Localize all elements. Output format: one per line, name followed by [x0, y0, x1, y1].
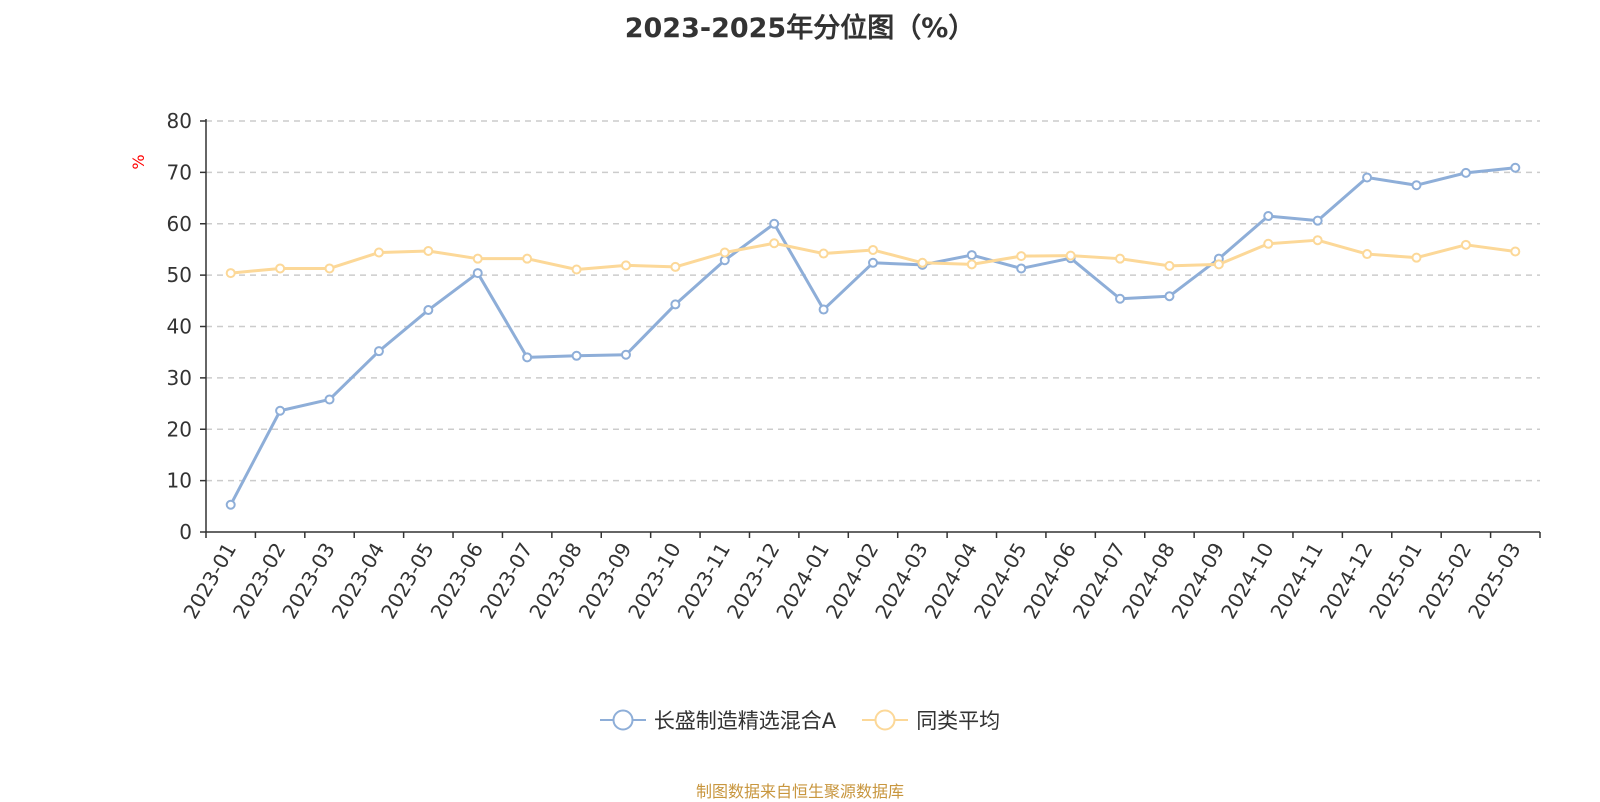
y-tick-label: 10 [167, 469, 192, 493]
data-point-0[interactable] [620, 349, 631, 360]
data-point-0[interactable] [571, 350, 582, 361]
data-point-0[interactable] [1362, 172, 1373, 183]
data-point-1[interactable] [818, 248, 829, 259]
gridlines [206, 120, 1540, 482]
y-tick-label: 30 [167, 366, 192, 390]
legend-item-fund[interactable]: 长盛制造精选混合A [599, 705, 837, 735]
data-point-0[interactable] [966, 250, 977, 261]
data-point-1[interactable] [1510, 246, 1521, 257]
chart-title: 2023-2025年分位图（%） [624, 13, 976, 44]
data-point-1[interactable] [769, 238, 780, 249]
data-point-1[interactable] [522, 253, 533, 264]
data-point-1[interactable] [719, 247, 730, 258]
legend: 长盛制造精选混合A 同类平均 [0, 705, 1600, 735]
data-point-1[interactable] [966, 259, 977, 270]
y-tick-label: 70 [167, 160, 192, 184]
data-point-0[interactable] [1312, 215, 1323, 226]
data-point-0[interactable] [522, 352, 533, 363]
data-point-0[interactable] [1115, 293, 1126, 304]
data-point-1[interactable] [1065, 250, 1076, 261]
series-lines [229, 166, 1516, 506]
data-point-0[interactable] [818, 304, 829, 315]
data-point-0[interactable] [275, 405, 286, 416]
legend-label-fund: 长盛制造精选混合A [653, 709, 837, 733]
y-tick-label: 0 [179, 520, 192, 544]
y-tick-label: 80 [167, 109, 192, 133]
data-point-0[interactable] [225, 499, 236, 510]
y-tick-label: 20 [167, 417, 192, 441]
data-point-1[interactable] [1016, 251, 1027, 262]
legend-marker-icon [599, 709, 646, 731]
data-point-0[interactable] [324, 394, 335, 405]
data-point-1[interactable] [275, 263, 286, 274]
source-note: 制图数据来自恒生聚源数据库 [695, 782, 904, 801]
data-point-0[interactable] [1460, 167, 1471, 178]
legend-label-average: 同类平均 [916, 709, 1001, 733]
data-point-0[interactable] [373, 346, 384, 357]
data-point-1[interactable] [1411, 252, 1422, 263]
data-point-1[interactable] [1312, 235, 1323, 246]
data-point-1[interactable] [917, 257, 928, 268]
data-point-1[interactable] [1263, 238, 1274, 249]
data-point-0[interactable] [868, 257, 878, 268]
data-point-1[interactable] [620, 260, 631, 271]
data-point-1[interactable] [571, 264, 582, 275]
x-axis: 2023-012023-022023-032023-042023-052023-… [178, 532, 1541, 623]
legend-marker-icon [862, 709, 909, 731]
data-point-0[interactable] [1411, 180, 1422, 191]
data-point-0[interactable] [1164, 291, 1175, 302]
data-point-1[interactable] [1164, 260, 1175, 271]
data-point-1[interactable] [1362, 249, 1373, 260]
data-point-1[interactable] [423, 245, 434, 256]
series-points [225, 162, 1521, 510]
y-tick-label: 40 [167, 315, 192, 339]
series-line-0 [229, 166, 1516, 506]
y-axis: 0 10 20 30 40 50 60 70 80 [167, 109, 206, 544]
data-point-0[interactable] [1510, 162, 1521, 173]
y-tick-label: 60 [167, 212, 192, 236]
data-point-1[interactable] [1213, 259, 1224, 270]
data-point-0[interactable] [1263, 211, 1274, 222]
data-point-0[interactable] [769, 218, 780, 229]
data-point-1[interactable] [472, 253, 483, 264]
legend-item-average[interactable]: 同类平均 [862, 705, 1000, 735]
data-point-0[interactable] [423, 305, 434, 316]
data-point-0[interactable] [472, 268, 483, 279]
y-axis-label: % [129, 154, 148, 169]
data-point-1[interactable] [868, 244, 878, 255]
data-point-0[interactable] [1016, 263, 1027, 274]
data-point-1[interactable] [670, 261, 681, 272]
data-point-1[interactable] [324, 263, 335, 274]
data-point-1[interactable] [1115, 253, 1126, 264]
data-point-0[interactable] [670, 299, 681, 310]
data-point-1[interactable] [225, 268, 236, 279]
data-point-1[interactable] [373, 247, 384, 258]
y-tick-label: 50 [167, 263, 192, 287]
data-point-1[interactable] [1460, 239, 1471, 250]
axes [205, 119, 1540, 533]
